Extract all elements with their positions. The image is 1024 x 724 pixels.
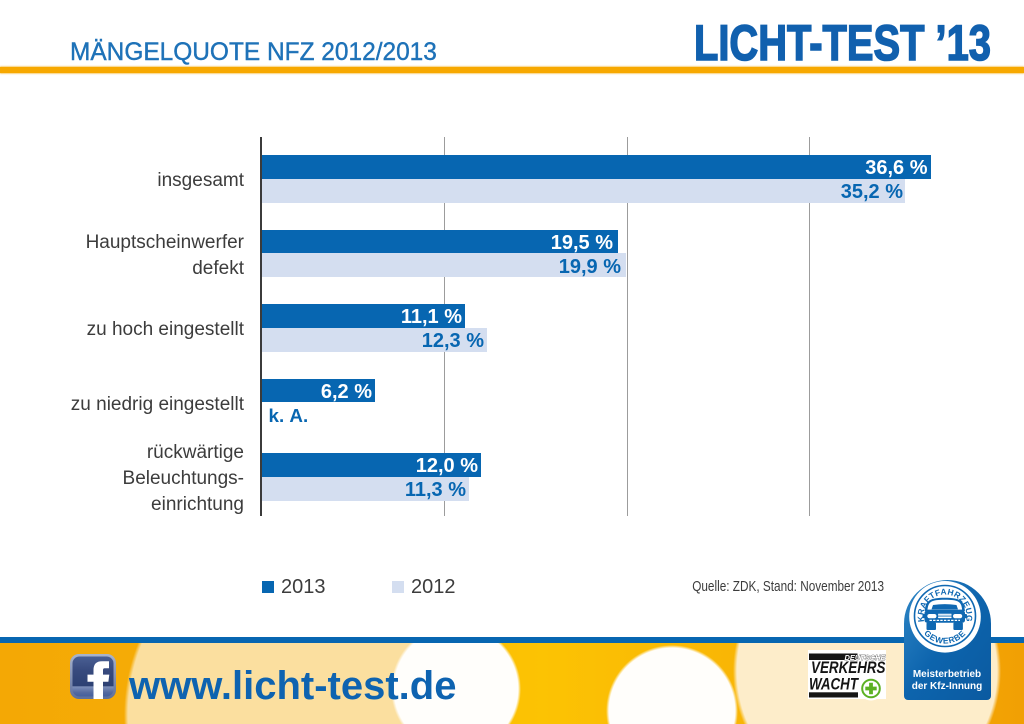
svg-text:WACHT: WACHT <box>809 676 860 694</box>
svg-text:GEWERBE: GEWERBE <box>922 628 967 646</box>
svg-text:Meisterbetrieb: Meisterbetrieb <box>913 669 981 680</box>
svg-text:DEUTSCHE: DEUTSCHE <box>845 653 887 662</box>
svg-text:VERKEHRS: VERKEHRS <box>811 659 886 677</box>
svg-text:der Kfz-Innung: der Kfz-Innung <box>912 681 983 692</box>
